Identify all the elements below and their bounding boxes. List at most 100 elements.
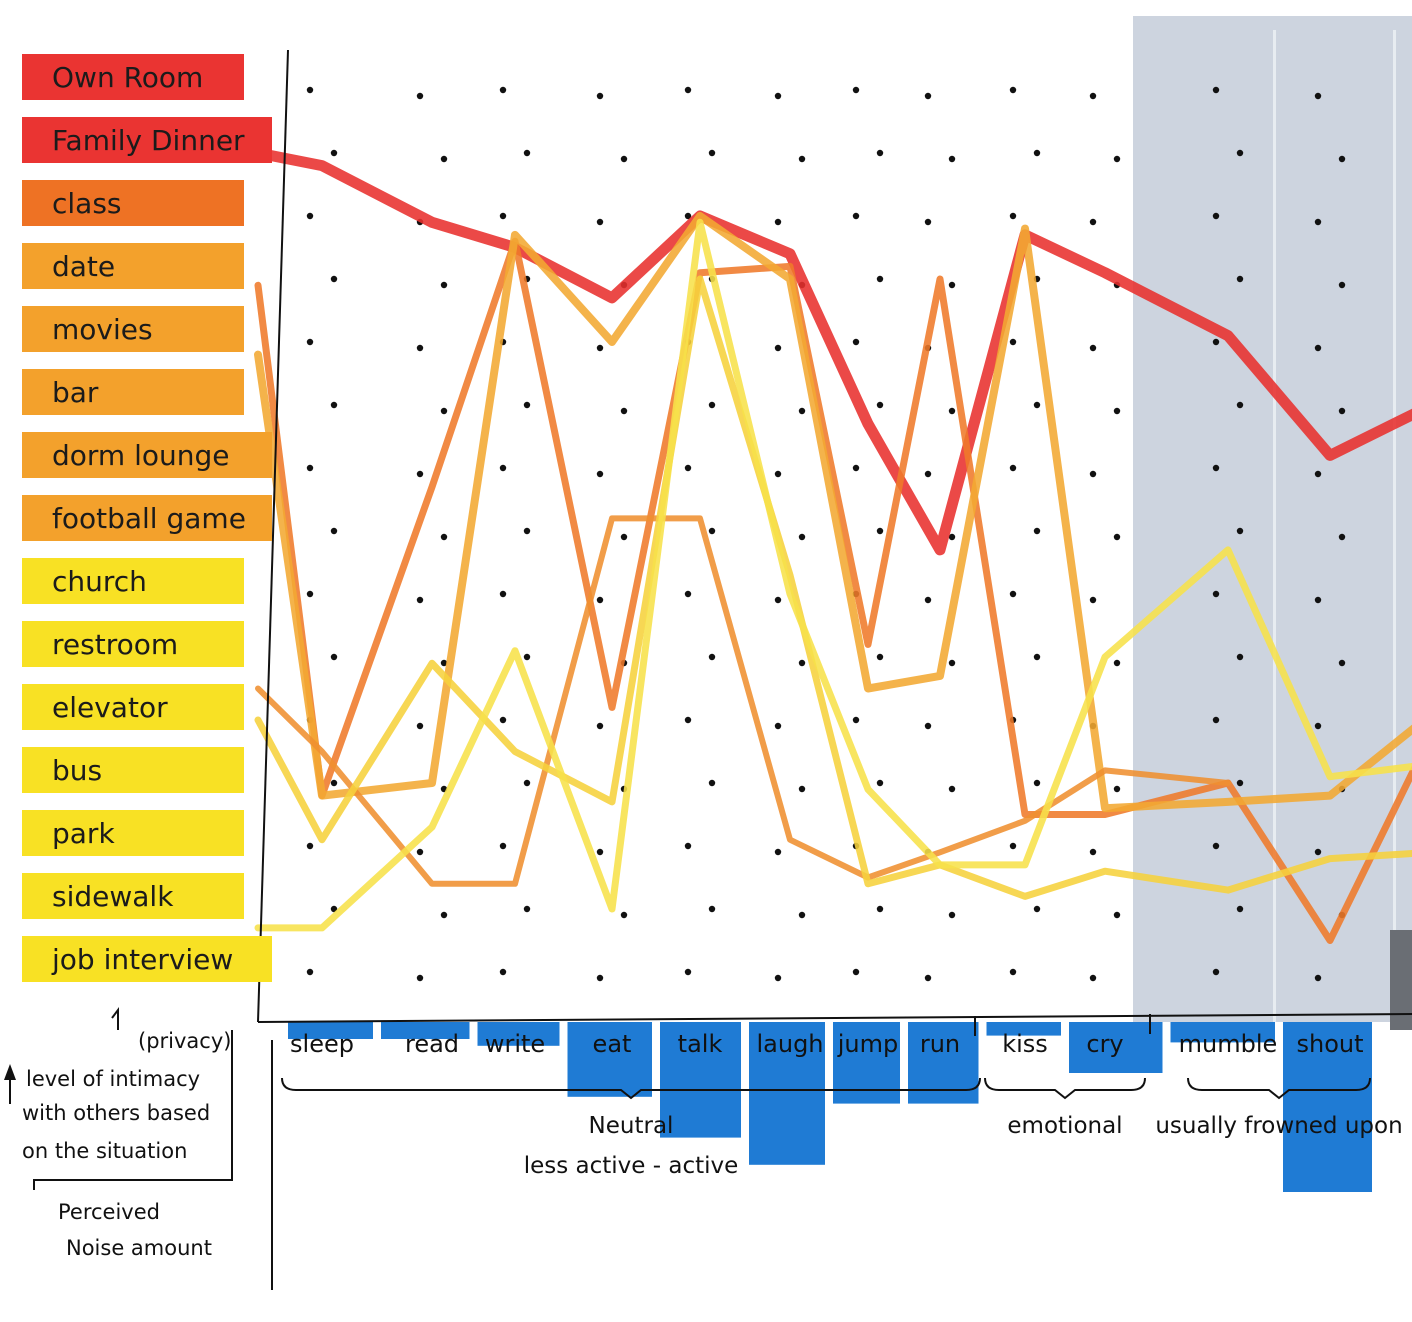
- grid-dot: [876, 275, 884, 283]
- grid-dot: [948, 407, 956, 415]
- grid-dot: [440, 281, 448, 289]
- grid-dot: [596, 974, 604, 982]
- grid-dot: [416, 722, 424, 730]
- grid-dot: [1236, 401, 1244, 409]
- legend-item: Family Dinner: [22, 117, 272, 163]
- grid-dot: [499, 212, 507, 220]
- grid-dot: [924, 218, 932, 226]
- grid-dot: [1089, 470, 1097, 478]
- grid-dot: [684, 716, 692, 724]
- grid-dot: [1236, 779, 1244, 787]
- grid-dot: [499, 968, 507, 976]
- grid-dot: [1009, 86, 1017, 94]
- grid-dot: [1113, 155, 1121, 163]
- grid-dot: [1089, 344, 1097, 352]
- shaded-region-fill: [1133, 16, 1412, 1022]
- group-brace-3: [1187, 1077, 1371, 1100]
- grid-dot: [1089, 218, 1097, 226]
- grid-dot: [924, 470, 932, 478]
- grid-dot: [1113, 785, 1121, 793]
- grid-dot: [620, 533, 628, 541]
- legend-item: job interview: [22, 936, 272, 982]
- grid-dot: [1089, 974, 1097, 982]
- legend-item: dorm lounge: [22, 432, 272, 478]
- grid-dot: [1314, 974, 1322, 982]
- grid-dot: [1033, 527, 1041, 535]
- grid-dot: [924, 92, 932, 100]
- grid-dot: [306, 338, 314, 346]
- noise-bar-read: [381, 1022, 470, 1039]
- grid-dot: [1009, 212, 1017, 220]
- grid-dot: [1033, 149, 1041, 157]
- grid-dot: [1089, 848, 1097, 856]
- series-line-4: [255, 515, 1231, 887]
- grid-dot: [1009, 842, 1017, 850]
- grid-dot: [596, 848, 604, 856]
- grid-dot: [1089, 92, 1097, 100]
- x-tick-label: write: [484, 1030, 546, 1058]
- grid-dot: [876, 779, 884, 787]
- grid-dot: [684, 968, 692, 976]
- group-label: Neutral: [588, 1113, 674, 1139]
- grid-dot: [876, 149, 884, 157]
- grid-dot: [1033, 779, 1041, 787]
- legend-item: Own Room: [22, 54, 244, 100]
- group-label: emotional: [1007, 1113, 1123, 1139]
- grid-dot: [852, 338, 860, 346]
- grid-dot: [1314, 92, 1322, 100]
- noise-note-line2: Noise amount: [66, 1236, 212, 1260]
- noise-bar-shout: [1283, 1022, 1372, 1192]
- grid-dot: [1338, 533, 1346, 541]
- series-line-6: [254, 218, 1412, 932]
- x-tick-label: laugh: [756, 1030, 824, 1058]
- shade-dark-edge: [1390, 930, 1412, 1030]
- grid-dot: [774, 848, 782, 856]
- grid-dot: [1236, 653, 1244, 661]
- grid-dot: [852, 968, 860, 976]
- grid-dot: [596, 218, 604, 226]
- noise-bar-mumble: [1170, 1022, 1275, 1043]
- grid-dot: [523, 527, 531, 535]
- series-line-2: [254, 237, 1412, 944]
- grid-dot: [774, 974, 782, 982]
- x-tick-label: cry: [1086, 1030, 1124, 1058]
- grid-dot: [774, 218, 782, 226]
- grid-dot: [1113, 659, 1121, 667]
- grid-dot: [1009, 590, 1017, 598]
- grid-dot: [1212, 968, 1220, 976]
- x-tick-label: jump: [837, 1030, 899, 1058]
- intimacy-note-line1: level of intimacy: [26, 1067, 201, 1091]
- grid-dot: [1033, 653, 1041, 661]
- noise-bar-cry: [1069, 1022, 1163, 1073]
- grid-dot: [1236, 275, 1244, 283]
- noise-bar-laugh: [749, 1022, 825, 1165]
- grid-dot: [1009, 338, 1017, 346]
- grid-dot: [1236, 149, 1244, 157]
- legend-item: church: [22, 558, 244, 604]
- grid-dot: [523, 779, 531, 787]
- grid-dot: [306, 842, 314, 850]
- grid-dot: [416, 92, 424, 100]
- grid-dot: [306, 968, 314, 976]
- grid-dot: [440, 407, 448, 415]
- grid-dot: [798, 155, 806, 163]
- grid-dot: [596, 722, 604, 730]
- grid-dot: [330, 779, 338, 787]
- grid-dot: [852, 716, 860, 724]
- grid-dot: [1212, 86, 1220, 94]
- grid-dot: [330, 653, 338, 661]
- group-brace-1: [281, 1077, 981, 1100]
- noise-bar-eat: [567, 1022, 652, 1097]
- grid-dot: [1212, 212, 1220, 220]
- shade-streak-2: [1393, 30, 1396, 1022]
- noise-bar-talk: [660, 1022, 741, 1138]
- y-axis: [257, 49, 289, 1023]
- x-tick-label: sleep: [290, 1030, 354, 1058]
- grid-dot: [1212, 338, 1220, 346]
- grid-dot: [330, 401, 338, 409]
- grid-dot: [774, 596, 782, 604]
- legend-item: date: [22, 243, 244, 289]
- grid-dot: [708, 905, 716, 913]
- x-tick-label: shout: [1296, 1030, 1364, 1058]
